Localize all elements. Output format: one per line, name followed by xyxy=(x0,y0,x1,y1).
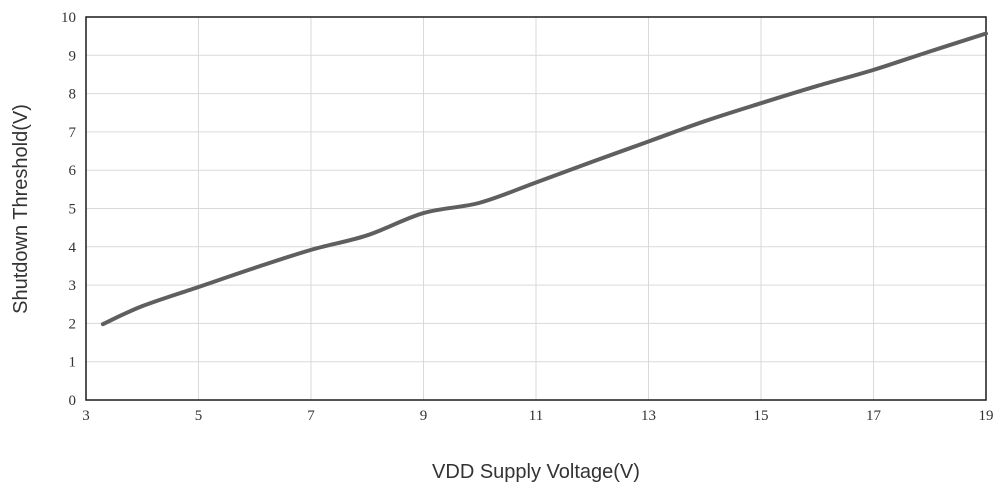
plot-frame xyxy=(85,16,987,401)
x-axis-title: VDD Supply Voltage(V) xyxy=(432,461,640,483)
y-tick-label: 8 xyxy=(69,87,77,103)
y-tick-label: 2 xyxy=(69,316,77,332)
x-tick-label: 15 xyxy=(754,408,769,424)
y-tick-label: 3 xyxy=(69,278,77,294)
x-tick-label: 17 xyxy=(866,408,882,424)
grid-lines xyxy=(86,17,986,400)
y-tick-label: 5 xyxy=(69,202,77,218)
x-tick-label: 11 xyxy=(529,408,543,424)
series-layer xyxy=(100,31,988,327)
x-tick-label: 3 xyxy=(82,408,90,424)
y-tick-label: 4 xyxy=(69,240,77,256)
x-tick-label: 13 xyxy=(641,408,656,424)
x-tick-label: 7 xyxy=(307,408,315,424)
y-tick-label: 9 xyxy=(69,48,77,64)
y-tick-label: 6 xyxy=(69,163,77,179)
y-tick-label: 0 xyxy=(69,393,77,409)
series-line-0 xyxy=(100,31,988,327)
x-tick-label: 9 xyxy=(420,408,428,424)
x-tick-label: 19 xyxy=(979,408,994,424)
x-tick-labels: 3 5 7 9 11 13 15 17 19 xyxy=(82,408,993,424)
y-tick-label: 10 xyxy=(61,10,76,26)
y-tick-label: 1 xyxy=(69,355,77,371)
y-tick-labels: 0 1 2 3 4 5 6 7 8 9 10 xyxy=(61,10,77,409)
y-tick-label: 7 xyxy=(69,125,77,141)
y-axis-title: Shutdown Threshold(V) xyxy=(10,104,32,314)
x-tick-label: 5 xyxy=(195,408,203,424)
